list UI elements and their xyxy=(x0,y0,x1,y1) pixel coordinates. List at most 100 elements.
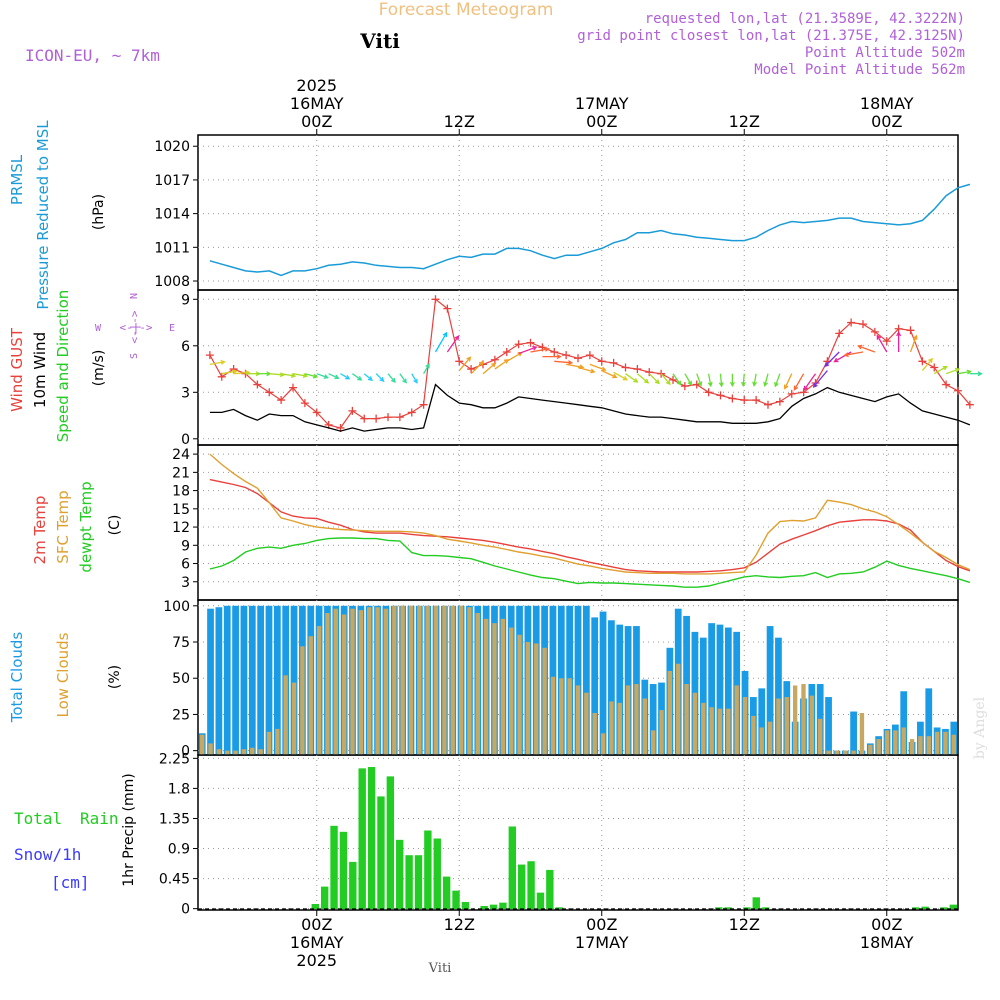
gust-marker xyxy=(669,375,677,384)
place-name: Viti xyxy=(359,29,400,53)
precip-bar xyxy=(940,907,948,909)
cloud-bars xyxy=(198,605,958,755)
low-cloud-bar xyxy=(358,610,364,755)
precip-bar xyxy=(480,905,488,909)
wind-arrow-head xyxy=(665,380,671,386)
temperature-ytick-label: 18 xyxy=(172,484,190,500)
gust-marker xyxy=(502,348,511,356)
low-cloud-bar xyxy=(383,608,389,755)
low-cloud-bar xyxy=(442,605,447,755)
tsfc-label: SFC Temp xyxy=(54,490,72,563)
precip-bar xyxy=(536,892,545,909)
tsfc-line xyxy=(209,453,971,575)
gust-marker xyxy=(490,355,499,364)
precip-bar xyxy=(527,861,535,909)
wind-arrow xyxy=(764,373,769,386)
wind-arrow-head xyxy=(763,381,769,387)
total-cloud-bar xyxy=(708,623,716,755)
low-cloud-bar xyxy=(600,733,606,755)
total-cloud-bar xyxy=(240,605,248,755)
requested-coords: requested lon,lat (21.3589E, 42.3222N) xyxy=(645,11,965,27)
wind-arrow xyxy=(399,373,407,383)
wind-arrow xyxy=(858,345,876,353)
model-name: ICON-EU, ~ 7km xyxy=(25,46,160,65)
precip-bar xyxy=(555,907,563,909)
wind-arrow-head xyxy=(928,357,934,364)
wind-arrow-head xyxy=(752,381,758,387)
wind-arrow-head xyxy=(977,371,983,377)
wind-arrow-head xyxy=(544,346,550,352)
precip-ytick-label: 0 xyxy=(181,902,190,918)
gust-marker xyxy=(360,414,369,423)
time-axis: 00Z16MAY00Z16MAY202512Z12Z00Z17MAY00Z17M… xyxy=(290,76,914,970)
wind-arrow-head xyxy=(644,378,650,384)
gust-marker xyxy=(918,357,927,366)
low-cloud-bar xyxy=(500,618,506,755)
low-cloud-bar xyxy=(901,727,906,755)
temperature-ytick-label: 12 xyxy=(172,520,190,536)
total-cloud-bar xyxy=(207,608,214,755)
gust-marker xyxy=(395,413,404,422)
wind-arrow-head xyxy=(290,373,297,379)
pressure-ytick-label: 1014 xyxy=(154,207,190,223)
model-altitude: Model Point Altitude 562m xyxy=(754,62,965,78)
gust-marker xyxy=(217,372,226,381)
low-cloud-bar xyxy=(509,627,514,755)
low-cloud-bar xyxy=(826,750,831,755)
low-cloud-bar xyxy=(625,685,631,755)
wind-panel: 0 3 6 9 xyxy=(181,289,959,448)
wind-arrow xyxy=(292,373,307,377)
gust-marker xyxy=(574,354,582,363)
low-cloud-bar xyxy=(659,710,664,755)
wind-arrow xyxy=(921,358,933,372)
low-cloud-bar xyxy=(375,607,380,755)
wind-arrow xyxy=(793,373,805,390)
gust-label: Wind GUST xyxy=(8,327,26,412)
wind-arrow xyxy=(446,335,459,353)
low-cloud-bar xyxy=(776,698,781,755)
wind-arrow xyxy=(876,335,888,353)
wind-arrow-head xyxy=(774,382,779,388)
gust-marker xyxy=(965,400,974,409)
wind-arrow-head xyxy=(334,374,340,380)
low-cloud-bar xyxy=(801,684,806,755)
gust-marker xyxy=(942,380,951,389)
wind-arrow xyxy=(566,363,584,369)
precip-ytick-label: 0.45 xyxy=(159,872,190,888)
gust-marker xyxy=(407,408,416,417)
cloud-labels: Total Clouds Low Clouds (%) xyxy=(8,632,123,724)
total-cloud-bar xyxy=(649,684,657,755)
precip-bar xyxy=(752,897,760,909)
low-cloud-bar xyxy=(709,707,714,755)
precip-bar xyxy=(499,902,507,909)
wind-arrow xyxy=(601,370,617,378)
low-cloud-bar xyxy=(634,684,639,755)
compass-legend: N S W E <-|-> <-|-> xyxy=(95,293,175,359)
wind-arrow-head xyxy=(633,378,639,383)
low-cloud-bar xyxy=(258,749,263,755)
precip-bar xyxy=(743,907,751,909)
wind-arrow-head xyxy=(741,381,746,388)
wind-ytick-label: 0 xyxy=(181,432,190,448)
precip-bar xyxy=(424,830,432,909)
gust-marker xyxy=(550,348,559,356)
gust-marker xyxy=(609,358,618,367)
wind-arrow xyxy=(784,373,793,389)
total-cloud-bar xyxy=(248,605,256,755)
wind-arrow-head xyxy=(323,374,329,379)
wind-arrow xyxy=(660,373,671,385)
wind-arrow-head xyxy=(612,373,618,379)
total-cloud-bar xyxy=(850,711,857,755)
wind-arrow xyxy=(648,373,660,384)
low-cloud-bar xyxy=(918,736,923,755)
low-cloud-bar xyxy=(909,739,915,755)
wind-labels: Wind GUST 10m Wind Speed and Direction (… xyxy=(8,290,175,443)
total-cloud-bar xyxy=(925,688,933,755)
bottom-tick-label: 00Z xyxy=(871,915,902,934)
precip-bar xyxy=(405,855,413,909)
gust-marker xyxy=(645,368,654,377)
compass-s: S xyxy=(129,353,140,359)
total-cloud-bar xyxy=(273,605,281,755)
t2m-line xyxy=(209,478,971,573)
chart-title: Forecast Meteogram xyxy=(379,0,554,20)
